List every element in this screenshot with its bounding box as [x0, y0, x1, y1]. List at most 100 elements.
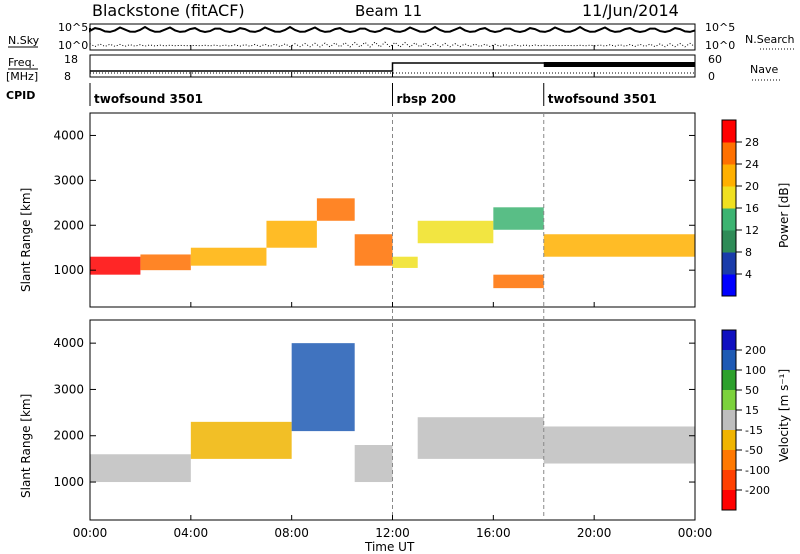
- freq-series: [90, 62, 695, 74]
- power-range-ticks: 1000 2000 3000 4000: [53, 128, 695, 277]
- power-band-10: [543, 234, 695, 257]
- velocity-colorbar-swatch-1: [722, 350, 736, 371]
- velocity-bands: [90, 343, 695, 483]
- freq-tick-high: 18: [64, 53, 78, 66]
- power-colorbar-tick-label-2: 12: [745, 224, 759, 237]
- cpid-segment-label-2: twofsound 3501: [548, 92, 657, 106]
- nsearch-label: N.Search: [745, 33, 795, 46]
- power-band-8: [493, 207, 544, 230]
- cpid-segment-label-1: rbsp 200: [397, 92, 456, 106]
- power-colorbar-label: Power [dB]: [777, 183, 791, 248]
- velocity-colorbar-tick-label-0: 200: [745, 344, 766, 357]
- nsearch-tick-high: 10^5: [705, 21, 735, 34]
- nave-label: Nave: [750, 63, 778, 76]
- power-range-axis-label: Slant Range [km]: [19, 188, 33, 292]
- velocity-colorbar-swatch-0: [722, 330, 736, 351]
- velocity-colorbar: 200 100 50 15 -15 -50 -100 -200 Velocity [m s⁻¹…: [721, 329, 791, 511]
- time-tick-label-2: 08:00: [274, 526, 309, 540]
- cpid-change-markers: [392, 113, 545, 520]
- velocity-range-axis-label: Slant Range [km]: [19, 394, 33, 498]
- power-colorbar-tick-label-3: 16: [745, 202, 759, 215]
- power-colorbar-swatch-6: [722, 142, 736, 165]
- power-colorbar-ticks: 4 8 12 16 20 24 28: [736, 136, 759, 281]
- power-colorbar-tick-label-1: 8: [745, 246, 752, 259]
- power-colorbar-tick-label-5: 24: [745, 158, 759, 171]
- power-band-7: [417, 220, 494, 244]
- time-tick-label-1: 04:00: [174, 526, 209, 540]
- power-band-5: [354, 234, 393, 266]
- velocity-colorbar-swatches: [722, 330, 736, 511]
- nsky-tick-low: 10^0: [58, 39, 88, 52]
- velocity-band-2: [291, 343, 355, 432]
- velocity-colorbar-swatch-3: [722, 390, 736, 411]
- velocity-band-1: [190, 421, 292, 459]
- cpid-segments: twofsound 3501 rbsp 200 twofsound 3501: [94, 83, 657, 106]
- velocity-ytick-label-2: 3000: [53, 382, 84, 396]
- power-band-6: [392, 256, 418, 268]
- power-colorbar-swatch-1: [722, 252, 736, 275]
- radar-title: Blackstone (fitACF): [92, 1, 245, 20]
- time-tick-label-4: 16:00: [476, 526, 511, 540]
- freq-tick-low: 8: [64, 70, 71, 83]
- nsky-series: [89, 25, 696, 48]
- power-ytick-label-2: 3000: [53, 173, 84, 187]
- velocity-colorbar-swatch-7: [722, 470, 736, 491]
- time-axis-label: Time UT: [364, 540, 415, 554]
- velocity-colorbar-ticks: 200 100 50 15 -15 -50 -100 -200: [736, 344, 770, 497]
- velocity-range-ticks: 1000 2000 3000 4000: [53, 336, 695, 489]
- time-tick-label-6: 00:00: [678, 526, 713, 540]
- nsky-trace: [89, 25, 696, 34]
- velocity-colorbar-swatch-6: [722, 450, 736, 471]
- power-colorbar-tick-label-0: 4: [745, 268, 752, 281]
- time-tick-label-3: 12:00: [375, 526, 410, 540]
- power-band-1: [140, 254, 191, 271]
- power-band-4: [316, 198, 355, 221]
- velocity-ytick-label-0: 1000: [53, 475, 84, 489]
- nave-tick-high: 60: [708, 53, 722, 66]
- velocity-colorbar-label: Velocity [m s⁻¹]: [777, 369, 791, 462]
- power-colorbar-swatch-2: [722, 230, 736, 253]
- power-colorbar-tick-label-4: 20: [745, 180, 759, 193]
- power-ytick-label-1: 2000: [53, 218, 84, 232]
- nave-tick-low: 0: [708, 70, 715, 83]
- velocity-band-5: [543, 426, 695, 464]
- power-ytick-label-0: 1000: [53, 263, 84, 277]
- time-tick-label-0: 00:00: [73, 526, 108, 540]
- power-ytick-label-3: 4000: [53, 128, 84, 142]
- freq-label: Freq.: [8, 56, 35, 69]
- freq-unit: [MHz]: [6, 70, 38, 83]
- power-bands: [90, 198, 695, 289]
- velocity-colorbar-tick-label-6: -100: [745, 464, 770, 477]
- velocity-ytick-label-1: 2000: [53, 429, 84, 443]
- nsky-panel: N.Sky 10^5 10^0 10^5 10^0 N.Search: [8, 21, 795, 52]
- power-colorbar-swatch-7: [722, 120, 736, 143]
- nsearch-tick-low: 10^0: [705, 39, 735, 52]
- velocity-band-4: [417, 417, 544, 459]
- freq-trace-band: [543, 62, 695, 67]
- velocity-colorbar-tick-label-3: 15: [745, 404, 759, 417]
- velocity-band-3: [354, 445, 393, 483]
- velocity-colorbar-tick-label-2: 50: [745, 384, 759, 397]
- velocity-colorbar-tick-label-1: 100: [745, 364, 766, 377]
- power-colorbar-swatch-5: [722, 164, 736, 187]
- velocity-colorbar-swatch-8: [722, 490, 736, 511]
- date-title: 11/Jun/2014: [582, 1, 679, 20]
- time-tick-label-5: 20:00: [577, 526, 612, 540]
- velocity-colorbar-tick-label-5: -50: [745, 444, 763, 457]
- velocity-colorbar-swatch-4: [722, 410, 736, 431]
- cpid-segment-label-0: twofsound 3501: [94, 92, 203, 106]
- velocity-colorbar-swatch-2: [722, 370, 736, 391]
- velocity-ytick-label-3: 4000: [53, 336, 84, 350]
- power-band-3: [266, 220, 317, 248]
- velocity-band-0: [90, 454, 191, 483]
- power-colorbar-swatches: [722, 120, 736, 297]
- nsky-label: N.Sky: [8, 34, 40, 47]
- cpid-row: CPID twofsound 3501 rbsp 200 twofsound 350…: [6, 83, 657, 106]
- power-band-2: [190, 247, 267, 266]
- time-axis-ticks: 00:00 04:00 08:00 12:00 16:00 20:00 00:00: [73, 45, 713, 540]
- freq-panel: Freq. [MHz] 18 8 60 0 Nave: [6, 53, 782, 83]
- power-colorbar: 4 8 12 16 20 24 28 Power [dB]: [721, 119, 791, 297]
- power-panel: 1000 2000 3000 4000 Slant Range [km]: [19, 112, 696, 308]
- power-band-9: [493, 274, 544, 289]
- velocity-colorbar-tick-label-4: -15: [745, 424, 763, 437]
